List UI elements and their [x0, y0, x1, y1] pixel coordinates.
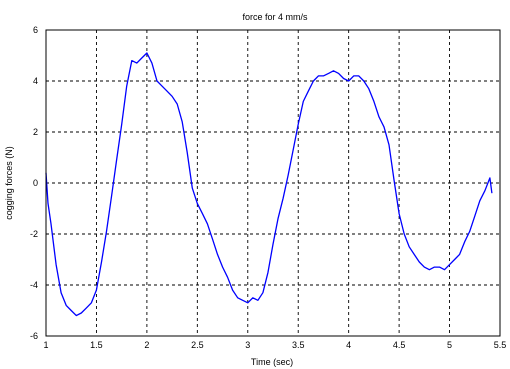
y-tick-label: -2	[30, 229, 38, 239]
x-axis-label: Time (sec)	[251, 357, 293, 367]
x-tick-label: 5.5	[494, 340, 507, 350]
x-tick-label: 2.5	[191, 340, 204, 350]
series-group	[45, 52, 493, 317]
series-line	[45, 52, 493, 317]
y-tick-label: 6	[33, 25, 38, 35]
y-tick-label: 2	[33, 127, 38, 137]
x-tick-label: 4.5	[393, 340, 406, 350]
x-tick-label: 4	[346, 340, 351, 350]
x-tick-label: 3.5	[292, 340, 305, 350]
x-tick-label: 5	[447, 340, 452, 350]
x-tick-label: 3	[245, 340, 250, 350]
y-tick-label: 4	[33, 76, 38, 86]
x-tick-label: 1	[43, 340, 48, 350]
y-axis-label: cogging forces (N)	[4, 146, 14, 220]
chart-title: force for 4 mm/s	[242, 12, 308, 22]
y-tick-label: -4	[30, 280, 38, 290]
x-tick-label: 1.5	[90, 340, 103, 350]
plot-frame	[45, 29, 501, 337]
ticks: 1 1.5 2 2.5 3 3.5 4 4.5 5 5.5 -6 -4 -2 0 2 4 6	[30, 25, 506, 350]
y-tick-label: 0	[33, 178, 38, 188]
x-tick-label: 2	[144, 340, 149, 350]
y-tick-label: -6	[30, 331, 38, 341]
